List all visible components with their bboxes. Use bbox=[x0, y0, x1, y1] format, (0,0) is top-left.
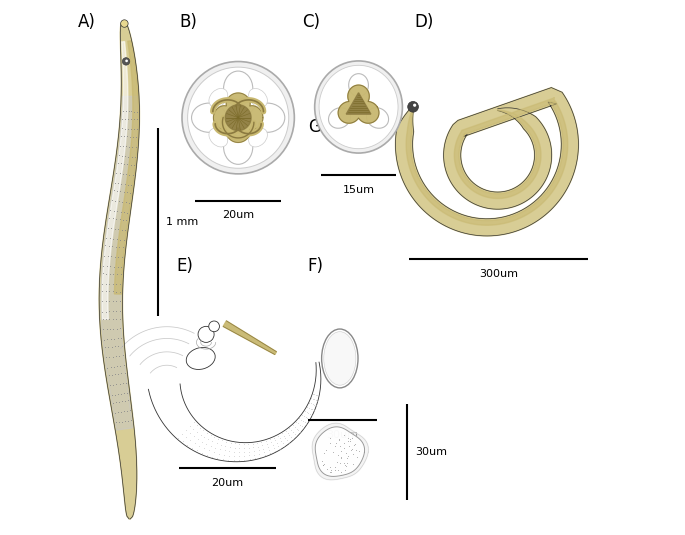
Polygon shape bbox=[346, 93, 371, 114]
Ellipse shape bbox=[209, 128, 227, 147]
Text: C): C) bbox=[302, 13, 321, 32]
Circle shape bbox=[198, 326, 214, 342]
Polygon shape bbox=[102, 42, 128, 319]
Text: B): B) bbox=[179, 13, 197, 32]
Text: G): G) bbox=[308, 118, 327, 136]
Text: A): A) bbox=[77, 13, 95, 32]
Ellipse shape bbox=[249, 128, 267, 147]
Circle shape bbox=[209, 321, 219, 332]
Ellipse shape bbox=[249, 88, 267, 107]
Circle shape bbox=[408, 102, 419, 112]
Ellipse shape bbox=[250, 103, 285, 132]
Ellipse shape bbox=[329, 108, 351, 128]
Polygon shape bbox=[338, 85, 379, 123]
Ellipse shape bbox=[192, 103, 226, 132]
Ellipse shape bbox=[349, 74, 369, 96]
Polygon shape bbox=[395, 88, 578, 236]
Polygon shape bbox=[149, 362, 321, 462]
Polygon shape bbox=[114, 41, 138, 294]
Text: 30um: 30um bbox=[327, 430, 358, 440]
Text: 30um: 30um bbox=[414, 447, 447, 457]
Text: 20um: 20um bbox=[212, 478, 244, 488]
Circle shape bbox=[123, 58, 130, 65]
Ellipse shape bbox=[223, 71, 253, 106]
Ellipse shape bbox=[319, 65, 398, 149]
Circle shape bbox=[413, 104, 416, 107]
Polygon shape bbox=[225, 105, 251, 131]
Polygon shape bbox=[101, 96, 138, 430]
Text: F): F) bbox=[308, 257, 324, 275]
Text: 1 mm: 1 mm bbox=[166, 217, 198, 227]
Polygon shape bbox=[223, 321, 277, 355]
Polygon shape bbox=[99, 21, 140, 519]
Ellipse shape bbox=[223, 129, 253, 164]
Text: E): E) bbox=[177, 257, 194, 275]
Circle shape bbox=[188, 67, 289, 168]
Ellipse shape bbox=[186, 347, 215, 370]
Ellipse shape bbox=[322, 329, 358, 388]
Text: 20um: 20um bbox=[222, 210, 254, 220]
Text: D): D) bbox=[414, 13, 434, 32]
Ellipse shape bbox=[324, 332, 356, 385]
Text: 300um: 300um bbox=[479, 269, 518, 279]
Circle shape bbox=[125, 59, 128, 62]
Polygon shape bbox=[315, 427, 364, 477]
Text: 15um: 15um bbox=[342, 185, 375, 195]
Polygon shape bbox=[406, 98, 568, 225]
Ellipse shape bbox=[366, 108, 388, 128]
Ellipse shape bbox=[314, 61, 402, 153]
Polygon shape bbox=[312, 423, 369, 480]
Circle shape bbox=[121, 20, 128, 27]
Polygon shape bbox=[214, 93, 263, 142]
Circle shape bbox=[182, 62, 295, 174]
Ellipse shape bbox=[209, 88, 227, 107]
